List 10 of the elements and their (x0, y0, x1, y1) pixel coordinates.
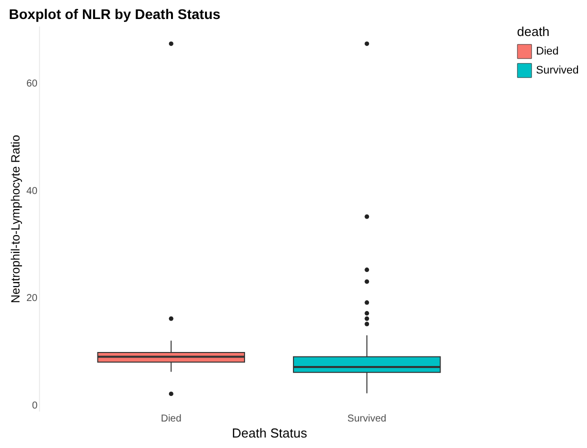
chart-title: Boxplot of NLR by Death Status (8, 6, 221, 22)
y-tick-label: 0 (32, 400, 38, 412)
legend-label: Survived (536, 64, 579, 76)
y-tick-label: 60 (26, 78, 38, 90)
y-tick-label: 40 (26, 186, 38, 197)
y-tick-label: 20 (26, 293, 38, 304)
x-axis-title: Death Status (232, 426, 308, 440)
legend-title: death (517, 24, 550, 39)
y-axis-title: Neutrophil-to-Lymphocyte Ratio (8, 134, 22, 304)
legend-label: Died (536, 46, 559, 58)
